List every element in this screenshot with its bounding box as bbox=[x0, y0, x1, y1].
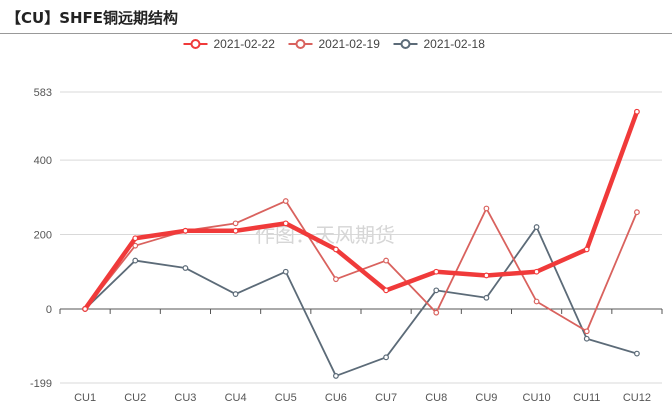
series-2021-02-22 bbox=[82, 108, 640, 312]
legend-item[interactable]: 2021-02-19 bbox=[288, 37, 381, 51]
series-lines bbox=[82, 108, 640, 379]
legend: 2021-02-22 2021-02-19 2021-02-18 bbox=[183, 37, 486, 51]
x-tick-label: CU6 bbox=[325, 392, 347, 404]
series-line bbox=[84, 226, 638, 377]
title-divider bbox=[0, 33, 672, 34]
data-point bbox=[383, 287, 389, 294]
data-point bbox=[583, 246, 590, 253]
series-line bbox=[82, 109, 640, 312]
data-point bbox=[182, 265, 189, 271]
x-tick-label: CU5 bbox=[275, 392, 297, 404]
x-tick-label: CU9 bbox=[475, 392, 497, 404]
data-point bbox=[634, 209, 640, 216]
x-tick-label: CU11 bbox=[573, 392, 600, 404]
data-point bbox=[483, 294, 490, 301]
legend-label: 2021-02-22 bbox=[214, 37, 276, 51]
x-tick-label: CU2 bbox=[124, 392, 146, 404]
chart-title: 【CU】SHFE铜远期结构 bbox=[6, 9, 179, 27]
axes: 583 400 200 0 -199 CU1 CU2 CU3 CU4 CU5 CU6 CU7 CU8 CU… bbox=[30, 87, 663, 404]
x-tick-label: CU3 bbox=[174, 392, 196, 404]
data-point bbox=[433, 309, 440, 316]
legend-item[interactable]: 2021-02-18 bbox=[393, 37, 486, 51]
data-point bbox=[232, 220, 239, 227]
y-tick-label: 583 bbox=[34, 87, 52, 99]
data-point bbox=[483, 272, 490, 279]
data-point bbox=[333, 373, 339, 379]
data-point bbox=[132, 257, 139, 264]
legend-swatch-marker bbox=[295, 39, 306, 49]
x-tick-label: CU4 bbox=[225, 392, 247, 404]
y-tick-label: 200 bbox=[34, 230, 52, 242]
data-point bbox=[282, 198, 289, 204]
y-tick-label: 400 bbox=[34, 155, 52, 167]
y-tick-label: -199 bbox=[30, 378, 52, 390]
data-point bbox=[383, 354, 389, 361]
x-tick-label: CU7 bbox=[375, 392, 397, 404]
data-point bbox=[333, 246, 339, 253]
x-tick-label: CU10 bbox=[523, 392, 551, 404]
data-point bbox=[182, 227, 189, 234]
x-tick-label: CU12 bbox=[623, 392, 651, 404]
data-point bbox=[583, 328, 590, 335]
data-point bbox=[634, 350, 640, 357]
legend-label: 2021-02-18 bbox=[424, 37, 486, 51]
data-point bbox=[282, 220, 289, 227]
data-point bbox=[383, 257, 389, 264]
data-point bbox=[433, 268, 440, 275]
data-point bbox=[634, 108, 640, 115]
data-point bbox=[282, 268, 289, 275]
legend-label: 2021-02-19 bbox=[319, 37, 381, 51]
data-point bbox=[483, 205, 490, 212]
x-tick-label: CU1 bbox=[74, 392, 96, 404]
data-point bbox=[433, 287, 440, 294]
data-point bbox=[533, 298, 540, 305]
data-point bbox=[232, 291, 239, 297]
series-2021-02-18 bbox=[82, 224, 640, 379]
legend-swatch-marker bbox=[400, 39, 411, 49]
y-tick-label: 0 bbox=[46, 304, 52, 316]
data-point bbox=[533, 268, 540, 275]
legend-item[interactable]: 2021-02-22 bbox=[183, 37, 276, 51]
data-point bbox=[533, 224, 540, 230]
data-point bbox=[132, 242, 139, 249]
data-point bbox=[583, 335, 590, 342]
data-point bbox=[132, 235, 139, 242]
legend-swatch-marker bbox=[190, 39, 201, 49]
data-point bbox=[82, 306, 88, 312]
data-point bbox=[333, 276, 339, 283]
data-point bbox=[232, 227, 239, 234]
x-tick-label: CU8 bbox=[425, 392, 447, 404]
